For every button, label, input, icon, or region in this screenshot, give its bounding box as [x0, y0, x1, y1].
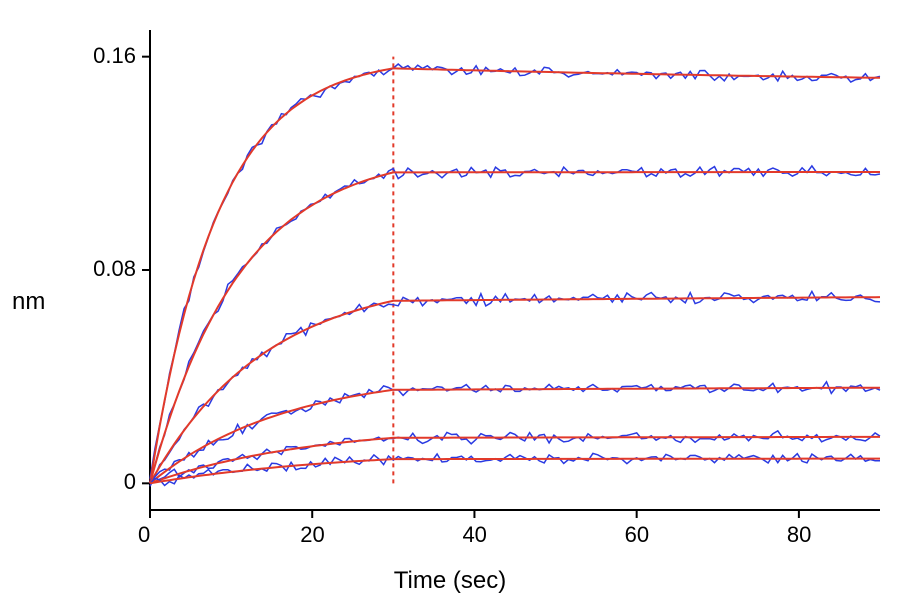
x-tick-label: 40: [462, 522, 486, 548]
y-tick-label: 0.08: [93, 256, 136, 282]
y-tick-label: 0.16: [93, 43, 136, 69]
x-tick-label: 60: [625, 522, 649, 548]
x-tick-label: 0: [138, 522, 150, 548]
x-axis-label: Time (sec): [394, 567, 506, 595]
y-axis-label: nm: [12, 288, 45, 316]
y-tick-label: 0: [124, 469, 136, 495]
x-tick-label: 20: [300, 522, 324, 548]
chart-svg: [0, 0, 900, 603]
x-tick-label: 80: [787, 522, 811, 548]
bli-sensorgram-chart: nm Time (sec) 0 20 40 60 80 0 0.08 0.16: [0, 0, 900, 603]
